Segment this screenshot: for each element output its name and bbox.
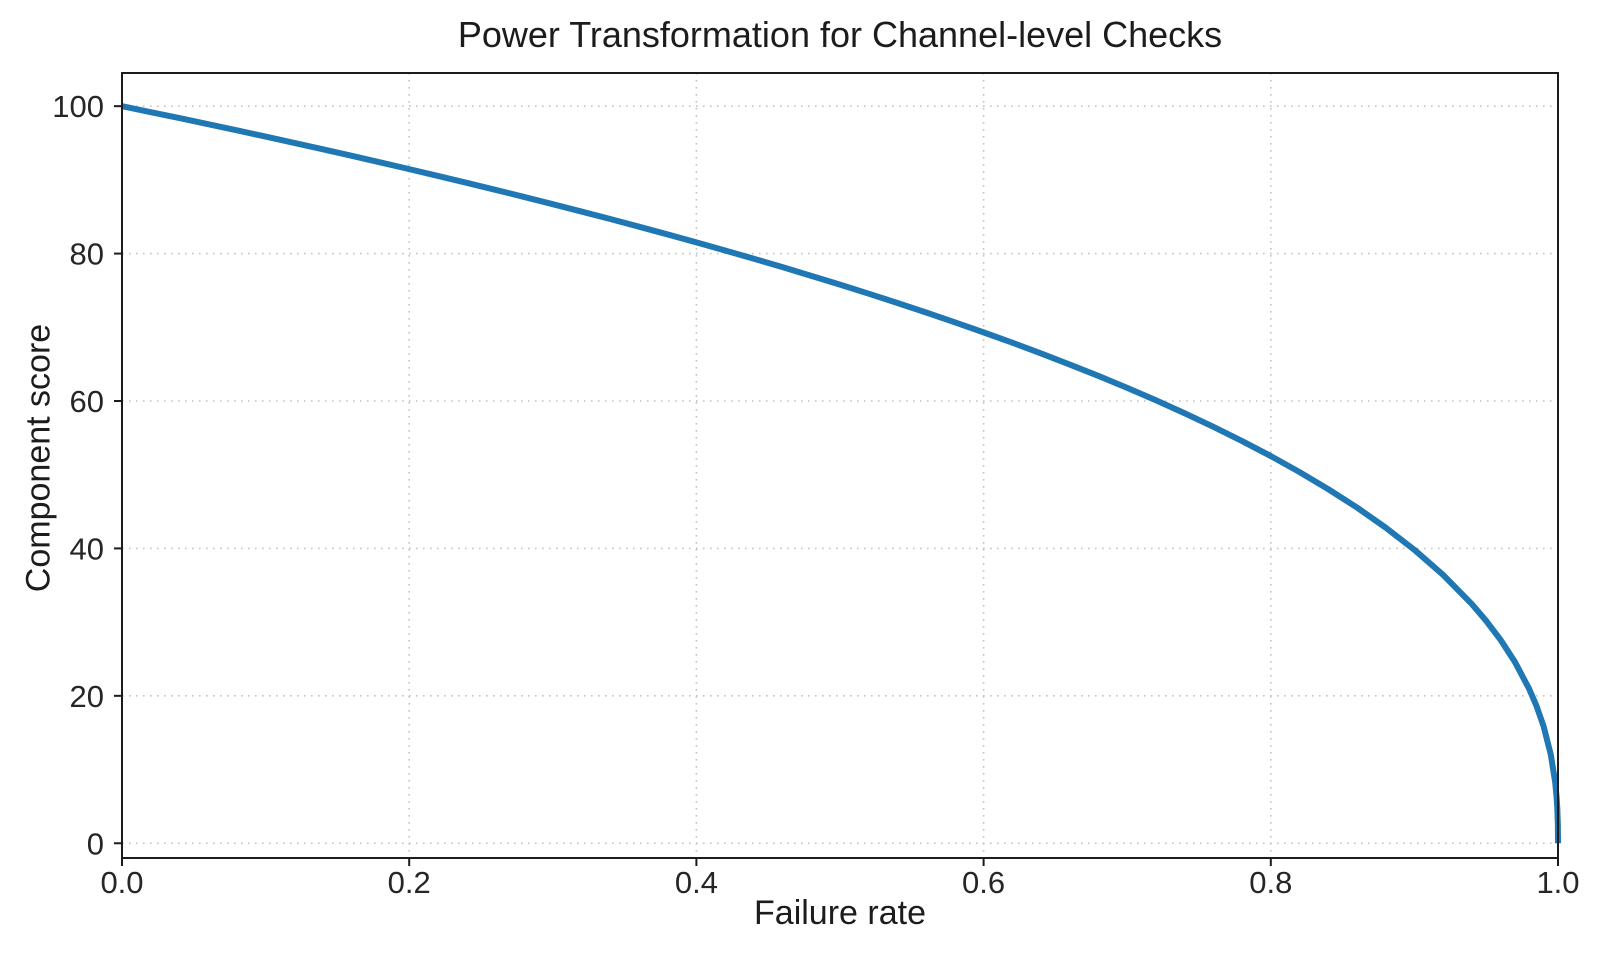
y-axis-label: Component score <box>19 323 58 593</box>
data-line <box>121 103 1561 844</box>
x-tick-label: 0.8 <box>1249 865 1292 900</box>
x-axis-label: Failure rate <box>754 894 926 932</box>
y-tick-label: 60 <box>70 384 104 419</box>
y-tick-label: 0 <box>87 826 104 861</box>
axes-box <box>121 72 1559 859</box>
x-tick-label: 0.4 <box>675 865 718 900</box>
x-tick-label: 0.2 <box>388 865 431 900</box>
y-tick-label: 80 <box>70 237 104 272</box>
y-tick-label: 40 <box>70 531 104 566</box>
y-tick-label: 20 <box>70 679 104 714</box>
chart-title: Power Transformation for Channel-level C… <box>457 14 1223 55</box>
x-tick-label: 1.0 <box>1536 865 1579 900</box>
x-tick-label: 0.6 <box>962 865 1005 900</box>
x-tick-label: 0.0 <box>100 865 143 900</box>
y-tick-label: 100 <box>52 89 104 124</box>
